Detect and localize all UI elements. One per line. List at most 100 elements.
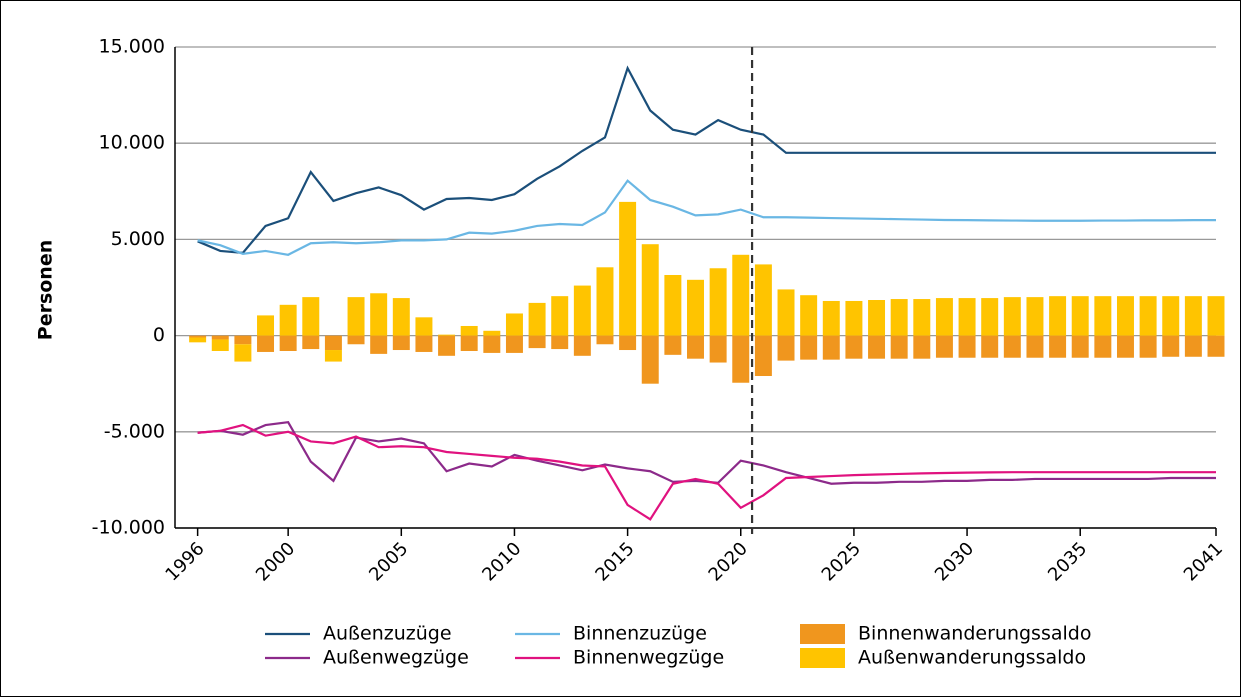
- bar: [551, 296, 569, 336]
- bar: [1139, 296, 1157, 336]
- legend-swatch: [800, 624, 845, 644]
- bar: [1071, 296, 1089, 336]
- y-tick-label: 15.000: [99, 36, 165, 58]
- bar: [551, 335, 569, 350]
- bar: [211, 335, 229, 340]
- bar: [800, 295, 818, 336]
- x-tick-label: 2030: [931, 538, 978, 585]
- bar: [958, 298, 976, 336]
- line: [197, 65, 1216, 255]
- bar: [505, 335, 523, 353]
- bar: [822, 335, 840, 360]
- bar: [392, 298, 410, 336]
- bar: [1207, 335, 1225, 357]
- bar: [1184, 335, 1202, 357]
- legend-label: Binnenwegzüge: [573, 647, 724, 669]
- bar: [822, 300, 840, 336]
- bar: [1162, 296, 1180, 336]
- bar: [415, 335, 433, 352]
- bar: [1094, 296, 1112, 336]
- bar: [845, 300, 863, 336]
- bar: [845, 335, 863, 359]
- bar: [687, 279, 704, 336]
- x-tick-label: 2000: [252, 538, 299, 585]
- bar: [438, 335, 456, 356]
- bar: [1162, 335, 1180, 357]
- x-tick-label: 1996: [161, 538, 208, 585]
- bar: [619, 201, 637, 336]
- bar: [1094, 335, 1112, 358]
- bar: [800, 335, 818, 360]
- bar: [1026, 335, 1044, 358]
- line: [197, 179, 1216, 256]
- bar: [913, 335, 931, 359]
- legend-label: Außenzuzüge: [323, 623, 452, 645]
- bar: [573, 285, 591, 336]
- x-tick-label: 2025: [818, 538, 865, 585]
- bar: [1184, 296, 1202, 336]
- bar: [664, 335, 682, 355]
- bar: [415, 317, 433, 336]
- bar: [596, 335, 614, 345]
- y-tick-label: 0: [153, 324, 165, 346]
- bar: [732, 254, 750, 336]
- bar: [370, 293, 388, 336]
- x-tick-label: 2005: [365, 538, 412, 585]
- x-tick-label: 2041: [1180, 538, 1227, 585]
- bar: [890, 299, 908, 336]
- bar: [257, 315, 275, 336]
- bar: [1003, 335, 1021, 358]
- bar: [460, 325, 478, 336]
- bar: [935, 335, 953, 358]
- bar: [483, 330, 501, 336]
- bar: [257, 335, 275, 352]
- bar: [505, 313, 523, 336]
- bar: [189, 335, 207, 338]
- bar: [1207, 296, 1225, 336]
- bar: [460, 335, 478, 351]
- bar: [347, 297, 365, 336]
- bar: [641, 335, 659, 384]
- x-tick-label: 2020: [705, 538, 752, 585]
- bar: [302, 297, 320, 336]
- bar: [573, 335, 591, 356]
- x-tick-label: 2035: [1044, 538, 1091, 585]
- bar: [981, 335, 999, 358]
- bar: [1049, 335, 1067, 358]
- legend-label: Außenwegzüge: [323, 647, 469, 669]
- bar: [754, 264, 772, 336]
- bar: [1049, 296, 1067, 336]
- bar: [868, 300, 886, 336]
- bar: [302, 335, 320, 350]
- bar: [641, 244, 659, 336]
- bar: [1003, 297, 1021, 336]
- legend-label: Außenwanderungssaldo: [858, 647, 1086, 669]
- bar: [1071, 335, 1089, 358]
- bar: [370, 335, 388, 354]
- bar: [279, 335, 297, 351]
- bar: [687, 335, 704, 359]
- bar: [709, 268, 727, 336]
- legend-label: Binnenzuzüge: [573, 623, 707, 645]
- y-tick-label: -10.000: [92, 517, 165, 539]
- y-tick-label: -5.000: [104, 420, 165, 442]
- y-tick-label: 10.000: [99, 132, 165, 154]
- bar: [596, 267, 614, 336]
- bar: [324, 335, 342, 351]
- bar: [619, 335, 637, 351]
- bar: [958, 335, 976, 358]
- y-tick-label: 5.000: [111, 228, 165, 250]
- bar: [1116, 296, 1134, 336]
- bar: [189, 337, 207, 343]
- bar: [1139, 335, 1157, 358]
- bar: [347, 335, 365, 345]
- bar: [528, 302, 546, 336]
- bar: [392, 335, 410, 351]
- bar: [935, 298, 953, 336]
- bar: [528, 335, 546, 349]
- bar: [664, 274, 682, 336]
- bar: [234, 335, 252, 345]
- bar: [1116, 335, 1134, 358]
- bar: [777, 289, 795, 336]
